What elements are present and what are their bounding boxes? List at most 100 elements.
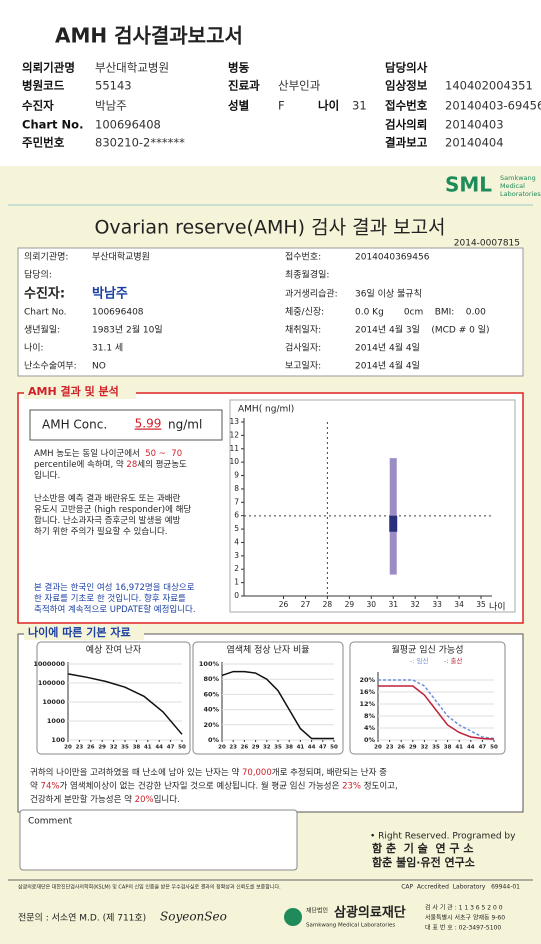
- address: 검 사 기 관 : 1 1 3 6 5 2 0 0: [425, 904, 503, 912]
- field-label: 주민번호: [22, 136, 65, 150]
- field-label: 결과보고: [385, 136, 428, 150]
- info-label: 난소수술여부:: [24, 360, 77, 372]
- line-series: [67, 673, 183, 735]
- field-value: 20140404: [445, 136, 504, 150]
- y-tick-label: 20%: [359, 676, 375, 684]
- text-run: AMH 농도는 동일 나이군에서: [34, 448, 145, 459]
- x-tick-label: 32: [410, 600, 420, 609]
- x-tick-label: 20: [64, 745, 72, 751]
- y-tick-label: 12%: [359, 700, 375, 708]
- info-value: 0.0 Kg 0cm BMI: 0.00: [355, 308, 486, 318]
- x-tick-label: 30: [367, 600, 377, 609]
- y-tick-label: 13: [229, 417, 239, 426]
- info-label: 과거생리습관:: [285, 289, 338, 300]
- field-value: 20140403: [445, 118, 504, 132]
- y-tick-label: 9: [234, 471, 239, 480]
- info-value: 2014년 4월 4일: [355, 342, 420, 354]
- x-tick-label: 50: [178, 745, 186, 751]
- x-tick-label: 33: [432, 600, 442, 609]
- info-label: 수진자:: [24, 286, 65, 302]
- x-tick-label: 35: [274, 745, 282, 751]
- section-tab: [24, 626, 144, 640]
- field-label: 검사의뢰: [385, 118, 427, 132]
- field-label: 병원코드: [22, 79, 65, 93]
- conc-value: 5.99: [135, 417, 162, 431]
- text-run: 건강하게 분만할 가능성은 약: [30, 794, 135, 805]
- x-tick-label: 38: [285, 745, 293, 751]
- field-value: 부산대학교병원: [95, 61, 169, 75]
- conc-label: AMH Conc.: [42, 418, 107, 432]
- field-label: 병동: [228, 61, 250, 75]
- legend-name: 임신: [417, 656, 429, 665]
- field-label: 접수번호: [385, 99, 428, 113]
- text-run: 세의 평균농도: [137, 459, 187, 470]
- org-prefix: 재단법인: [306, 907, 328, 915]
- y-tick-label: 7: [234, 497, 239, 506]
- text-run: 유도시 고반응군 (high responder)에 해당: [34, 504, 191, 515]
- field-label: Chart No.: [22, 118, 83, 132]
- y-tick-label: 100: [51, 736, 65, 744]
- x-tick-label: 50: [330, 745, 338, 751]
- box-iqr: [389, 515, 398, 532]
- info-label: 나이:: [24, 343, 44, 354]
- line-series: [221, 670, 334, 740]
- field-label: 의뢰기관명: [22, 61, 75, 75]
- text-run: 귀하의 나이만을 고려하였을 때 난소에 남아 있는 난자는 약: [30, 767, 242, 778]
- legend-name: 출산: [451, 656, 463, 665]
- field-value: 55143: [95, 79, 132, 93]
- logo-sub: Medical: [500, 182, 525, 190]
- y-tick-label: 0%: [364, 736, 376, 744]
- x-tick-label: 44: [308, 745, 316, 751]
- x-tick-label: 35: [432, 745, 440, 751]
- line-series: [378, 685, 495, 740]
- x-tick-label: 29: [345, 600, 355, 609]
- org: 삼광의료재단: [334, 905, 406, 921]
- x-tick-label: 38: [133, 745, 141, 751]
- x-tick-label: 44: [467, 745, 475, 751]
- paragraph-line: 본 결과는 한국인 여성 16,972명을 대상으로: [34, 582, 195, 593]
- text-run: 개로 추정되며, 배란되는 난자 중: [272, 767, 387, 778]
- y-tick-label: 60%: [203, 690, 219, 698]
- x-tick-label: 26: [87, 745, 95, 751]
- text-run: 정도이고,: [361, 780, 398, 791]
- credit: 함 춘 기 술 연 구 소: [372, 841, 473, 855]
- logo: SML: [445, 173, 492, 197]
- x-tick-label: 32: [421, 745, 429, 751]
- y-tick-label: 40%: [203, 706, 219, 714]
- y-tick-label: 2: [234, 564, 239, 573]
- y-tick-label: 11: [229, 444, 239, 453]
- text-run: 하기 위한 주의가 필요할 수 있습니다.: [34, 526, 168, 537]
- y-tick-label: 6: [234, 511, 239, 520]
- text-run: 한 자료를 기초로 한 것입니다. 향후 자료를: [34, 593, 186, 604]
- text-run: 23%: [342, 781, 361, 791]
- y-tick-label: 5: [234, 524, 239, 533]
- y-tick-label: 80%: [203, 675, 219, 683]
- credit: 함춘 불임·유전 연구소: [372, 855, 475, 869]
- y-tick-label: 8: [234, 484, 239, 493]
- x-tick-label: 41: [297, 745, 305, 751]
- x-tick-label: 29: [409, 745, 417, 751]
- paragraph-line: 건강하게 분만할 가능성은 약 20%입니다.: [30, 794, 180, 805]
- legend-entry: -: 임신: [410, 656, 429, 665]
- info-value: 1983년 2월 10일: [92, 324, 163, 336]
- chart-panel: [192, 641, 344, 755]
- paragraph-line: 하기 위한 주의가 필요할 수 있습니다.: [34, 526, 168, 537]
- x-tick-label: 38: [444, 745, 452, 751]
- y-tick-label: 4: [234, 537, 239, 546]
- y-tick-label: 1000: [47, 717, 66, 725]
- x-tick-label: 23: [386, 745, 394, 751]
- legend-prefix: -:: [410, 657, 415, 665]
- info-label: 최종월경일:: [285, 269, 329, 281]
- chart-title: 예상 잔여 난자: [86, 644, 142, 656]
- y-tick-label: 100%: [199, 660, 220, 668]
- field-value: 31: [352, 99, 367, 113]
- y-tick-label: 1000000: [33, 660, 65, 668]
- info-value: 부산대학교병원: [92, 252, 150, 263]
- y-tick-label: 4%: [364, 724, 376, 732]
- address: 서울특별시 서초구 양재동 9-60: [425, 914, 505, 922]
- paragraph-line: 유도시 고반응군 (high responder)에 해당: [34, 504, 191, 515]
- paragraph-line: 난소반응 예측 결과 배란유도 또는 과배란: [34, 493, 181, 504]
- field-value: F: [278, 99, 285, 113]
- paragraph-line: percentile에 속하며, 약 28세의 평균농도: [34, 459, 187, 470]
